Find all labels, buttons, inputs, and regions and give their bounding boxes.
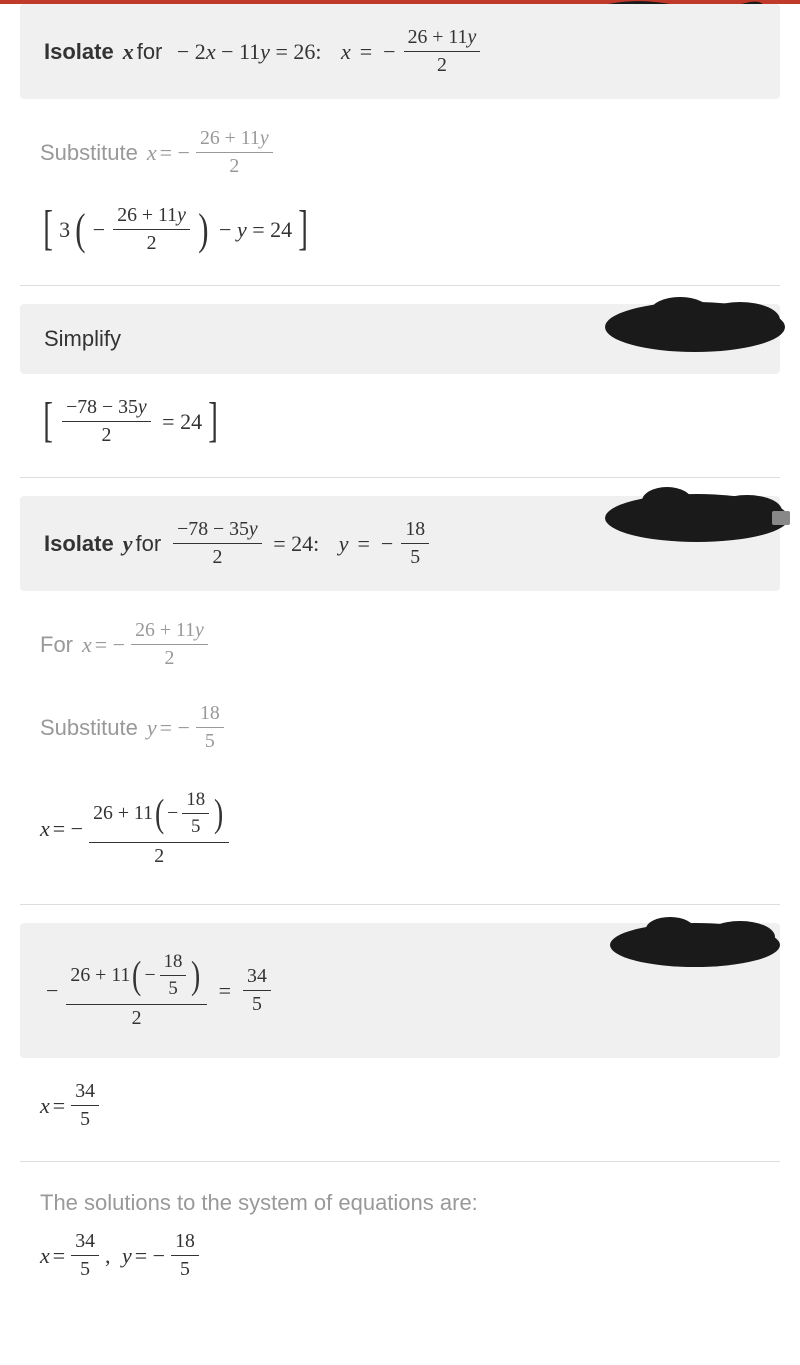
redaction-mark [600, 292, 790, 357]
frac-num: 26 + 11y [404, 26, 481, 52]
comma: , [105, 1243, 111, 1269]
frac-num: 18 [196, 702, 224, 728]
frac-num: −78 − 35y [173, 518, 262, 544]
frac-num: 34 [71, 1080, 99, 1106]
bracket-eq-1: [ 3 ( − 26 + 11y 2 ) − y = 24 ] [20, 200, 780, 273]
calc-x-line: x = − 26 + 11 ( − 18 5 ) 2 [20, 775, 780, 892]
sub-y-var: y [147, 715, 157, 741]
redaction-mark [605, 915, 785, 970]
step-simplify: Simplify [20, 304, 780, 374]
step-isolate-y: Isolate y for −78 − 35y 2 = 24: y = − 18… [20, 496, 780, 591]
eq-sign: = [219, 978, 231, 1004]
outer-den: 2 [128, 1005, 146, 1030]
frac-num: −78 − 35y [62, 396, 151, 422]
divider [20, 904, 780, 905]
substitute-label: Substitute [40, 140, 138, 166]
isolate-label: Isolate [44, 39, 114, 65]
substitute-label: Substitute [40, 715, 138, 741]
frac-num: 18 [401, 518, 429, 544]
solution-line: x = 34 5 , y = − 18 5 [20, 1226, 780, 1299]
substitute-y-step: Substitute y = − 18 5 [20, 692, 780, 763]
sub-x-var: x [147, 140, 157, 166]
frac-den: 5 [248, 991, 266, 1016]
frac-den: 2 [225, 153, 243, 178]
outer-den: 2 [150, 843, 168, 868]
nested-num: 26 + 11 ( − 18 5 ) [66, 951, 206, 1005]
divider [20, 285, 780, 286]
frac-den: 2 [433, 52, 451, 77]
for-x-step: For x = − 26 + 11y 2 [20, 609, 780, 680]
frac-den: 2 [143, 230, 161, 255]
frac-den: 5 [201, 728, 219, 753]
step-isolate-x: Isolate x for − 2x − 11y = 26: x = − 26 … [20, 4, 780, 99]
frac-num: 34 [243, 965, 271, 991]
frac-den: 2 [97, 422, 115, 447]
frac-num: 26 + 11y [131, 619, 208, 645]
for-text: for [135, 531, 161, 557]
isolate-x-var: x [123, 39, 134, 65]
x-final-line: x = 34 5 [20, 1076, 780, 1149]
isolate-label: Isolate [44, 531, 114, 557]
solution-text: The solutions to the system of equations… [20, 1180, 780, 1226]
substitute-x-step: Substitute x = − 26 + 11y 2 [20, 117, 780, 188]
frac-den: 5 [176, 1256, 194, 1281]
for-label: For [40, 632, 73, 658]
three: 3 [59, 217, 70, 243]
frac-num: 26 + 11y [196, 127, 273, 153]
nested-num: 26 + 11 ( − 18 5 ) [89, 789, 229, 843]
content-area: Isolate x for − 2x − 11y = 26: x = − 26 … [0, 4, 800, 1319]
frac-num: 34 [71, 1230, 99, 1256]
frac-den: 2 [208, 544, 226, 569]
frac-den: 5 [76, 1256, 94, 1281]
frac-den: 2 [160, 645, 178, 670]
frac-den: 5 [76, 1106, 94, 1131]
divider [20, 1161, 780, 1162]
divider [20, 477, 780, 478]
simplify-label: Simplify [44, 326, 121, 351]
redaction-mark [597, 486, 792, 548]
for-x-var: x [82, 632, 92, 658]
calc-result-box: − 26 + 11 ( − 18 5 ) 2 = 34 5 [20, 923, 780, 1058]
bracket-eq-2: [ −78 − 35y 2 = 24 ] [20, 392, 780, 465]
frac-num: 18 [171, 1230, 199, 1256]
isolate-y-var: y [123, 531, 133, 557]
frac-num: 26 + 11y [113, 204, 190, 230]
for-text: for [137, 39, 163, 65]
frac-den: 5 [406, 544, 424, 569]
